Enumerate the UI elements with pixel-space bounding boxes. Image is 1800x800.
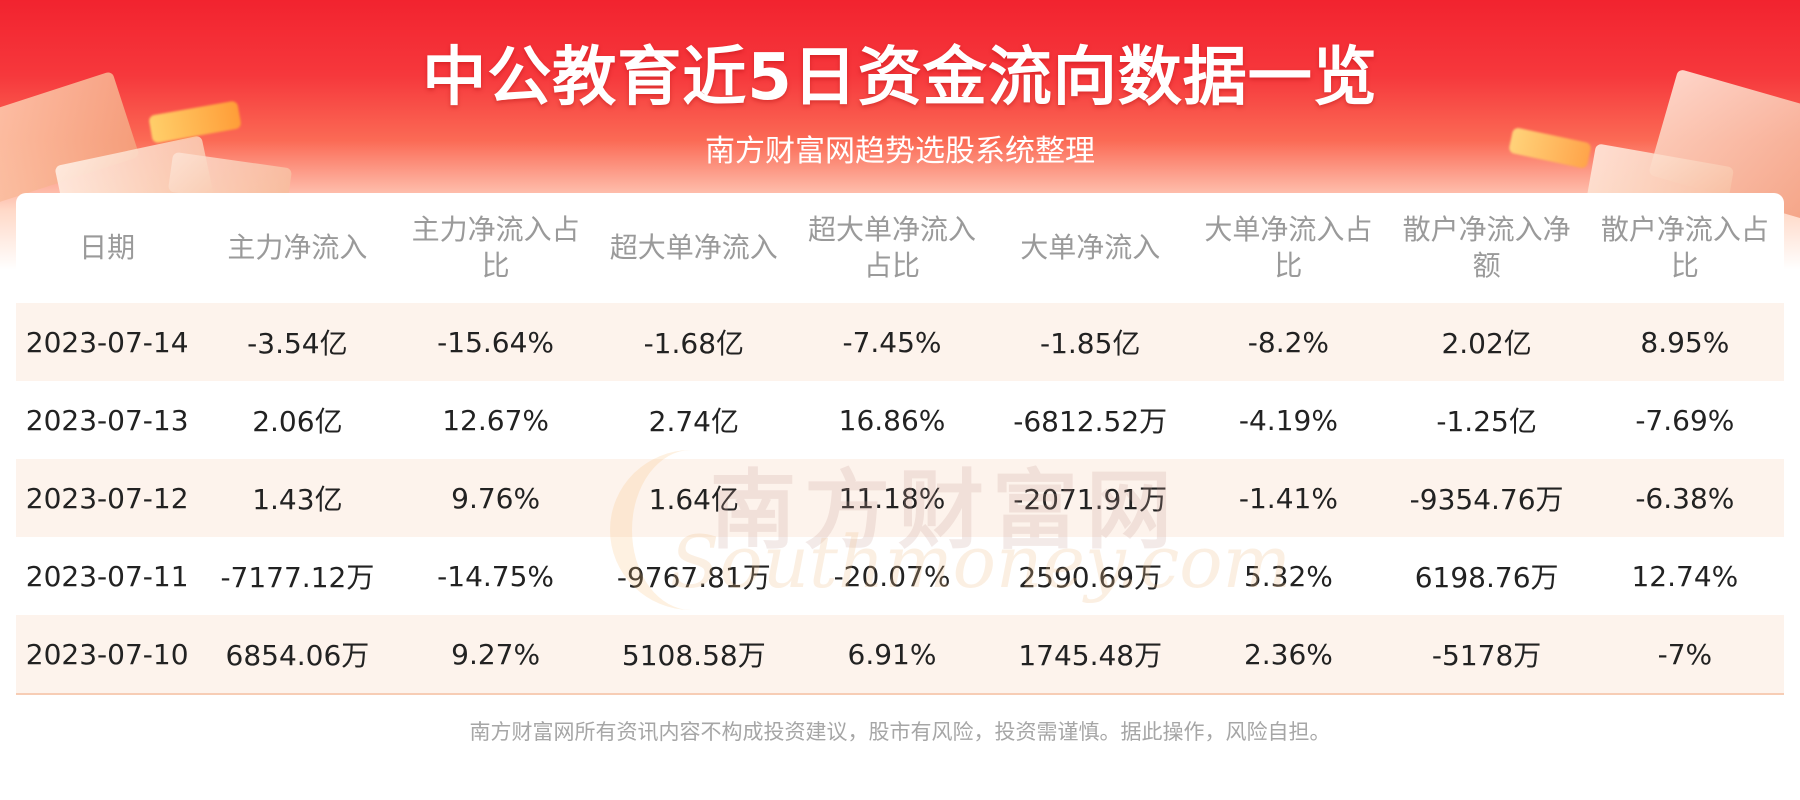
column-header-retail-inflow: 散户净流入净额	[1402, 213, 1571, 282]
cell-large-inflow: 1745.48万	[991, 615, 1190, 693]
cell-retail-ratio: -7%	[1585, 615, 1784, 693]
cell-super-inflow: 1.64亿	[594, 459, 793, 537]
cell-date: 2023-07-11	[25, 559, 189, 593]
table-row: 2023-07-14 -3.54亿 -15.64% -1.68亿 -7.45% …	[16, 303, 1784, 381]
cell-main-ratio: 9.27%	[396, 615, 595, 693]
cell-super-inflow: -1.68亿	[594, 303, 793, 381]
cell-large-inflow: -6812.52万	[1013, 405, 1168, 438]
cell-date: 2023-07-12	[16, 459, 199, 537]
table-row: 2023-07-12 1.43亿 9.76% 1.64亿 11.18% -207…	[16, 459, 1784, 537]
cell-retail-inflow: -9354.76万	[1387, 459, 1586, 537]
footer-disclaimer: 南方财富网所有资讯内容不构成投资建议，股市有风险，投资需谨慎。据此操作，风险自担…	[469, 720, 1331, 744]
table-header-row: 日期 主力净流入 主力净流入占比 超大单净流入 超大单净流入占比 大单净流入 大…	[16, 193, 1784, 303]
table-row: 2023-07-11 -7177.12万 -14.75% -9767.81万 -…	[16, 537, 1784, 615]
table-row: 2023-07-10 6854.06万 9.27% 5108.58万 6.91%…	[16, 615, 1784, 693]
cell-super-inflow: 5108.58万	[594, 615, 793, 693]
cell-main-inflow: 2.06亿	[252, 405, 343, 438]
cell-main-inflow: 6854.06万	[198, 615, 397, 693]
page-title: 中公教育近5日资金流向数据一览	[422, 41, 1378, 115]
cell-main-ratio: -15.64%	[396, 303, 595, 381]
cell-retail-ratio: -7.69%	[1635, 403, 1735, 437]
cell-main-ratio: -14.75%	[437, 559, 555, 593]
cell-date: 2023-07-10	[16, 615, 199, 693]
cell-large-ratio: -1.41%	[1189, 459, 1388, 537]
page-subtitle: 南方财富网趋势选股系统整理	[705, 134, 1095, 169]
column-header-main-ratio: 主力净流入占比	[411, 213, 580, 282]
cell-large-ratio: -8.2%	[1189, 303, 1388, 381]
cell-large-ratio: 5.32%	[1243, 559, 1333, 593]
cell-retail-inflow: -1.25亿	[1436, 405, 1537, 438]
cell-super-ratio: 11.18%	[792, 459, 992, 537]
table-card	[16, 193, 1784, 698]
cell-main-ratio: 12.67%	[442, 403, 549, 437]
column-header-super-inflow: 超大单净流入	[609, 231, 778, 264]
column-header-large-ratio: 大单净流入占比	[1204, 213, 1373, 282]
cell-main-inflow: -3.54亿	[198, 303, 397, 381]
cell-large-ratio: 2.36%	[1189, 615, 1388, 693]
column-header-date: 日期	[79, 231, 136, 264]
table-bottom-divider	[16, 693, 1784, 695]
cell-large-inflow: -1.85亿	[991, 303, 1190, 381]
cell-main-inflow: -7177.12万	[220, 561, 375, 594]
column-header-large-inflow: 大单净流入	[1020, 231, 1161, 264]
cell-super-ratio: 6.91%	[792, 615, 992, 693]
table-row: 2023-07-13 2.06亿 12.67% 2.74亿 16.86% -68…	[16, 381, 1784, 459]
cell-super-inflow: -9767.81万	[616, 561, 771, 594]
cell-retail-ratio: 8.95%	[1585, 303, 1784, 381]
column-header-main-inflow: 主力净流入	[227, 231, 368, 264]
cell-super-ratio: -20.07%	[833, 559, 951, 593]
cell-super-ratio: 16.86%	[838, 403, 946, 437]
cell-main-ratio: 9.76%	[396, 459, 595, 537]
cell-super-inflow: 2.74亿	[648, 405, 739, 438]
cell-retail-ratio: -6.38%	[1585, 459, 1784, 537]
cell-large-ratio: -4.19%	[1238, 403, 1338, 437]
cell-date: 2023-07-14	[16, 303, 199, 381]
cell-retail-inflow: 6198.76万	[1414, 561, 1559, 594]
cell-large-inflow: 2590.69万	[1018, 561, 1163, 594]
cell-date: 2023-07-13	[25, 403, 189, 437]
cell-large-inflow: -2071.91万	[991, 459, 1190, 537]
fund-flow-table: 日期 主力净流入 主力净流入占比 超大单净流入 超大单净流入占比 大单净流入 大…	[16, 193, 1784, 693]
column-header-retail-ratio: 散户净流入占比	[1600, 213, 1769, 282]
cell-retail-inflow: 2.02亿	[1387, 303, 1586, 381]
cell-main-inflow: 1.43亿	[198, 459, 397, 537]
cell-super-ratio: -7.45%	[792, 303, 992, 381]
cell-retail-inflow: -5178万	[1387, 615, 1586, 693]
column-header-super-ratio: 超大单净流入占比	[808, 213, 977, 282]
cell-retail-ratio: 12.74%	[1631, 559, 1739, 593]
